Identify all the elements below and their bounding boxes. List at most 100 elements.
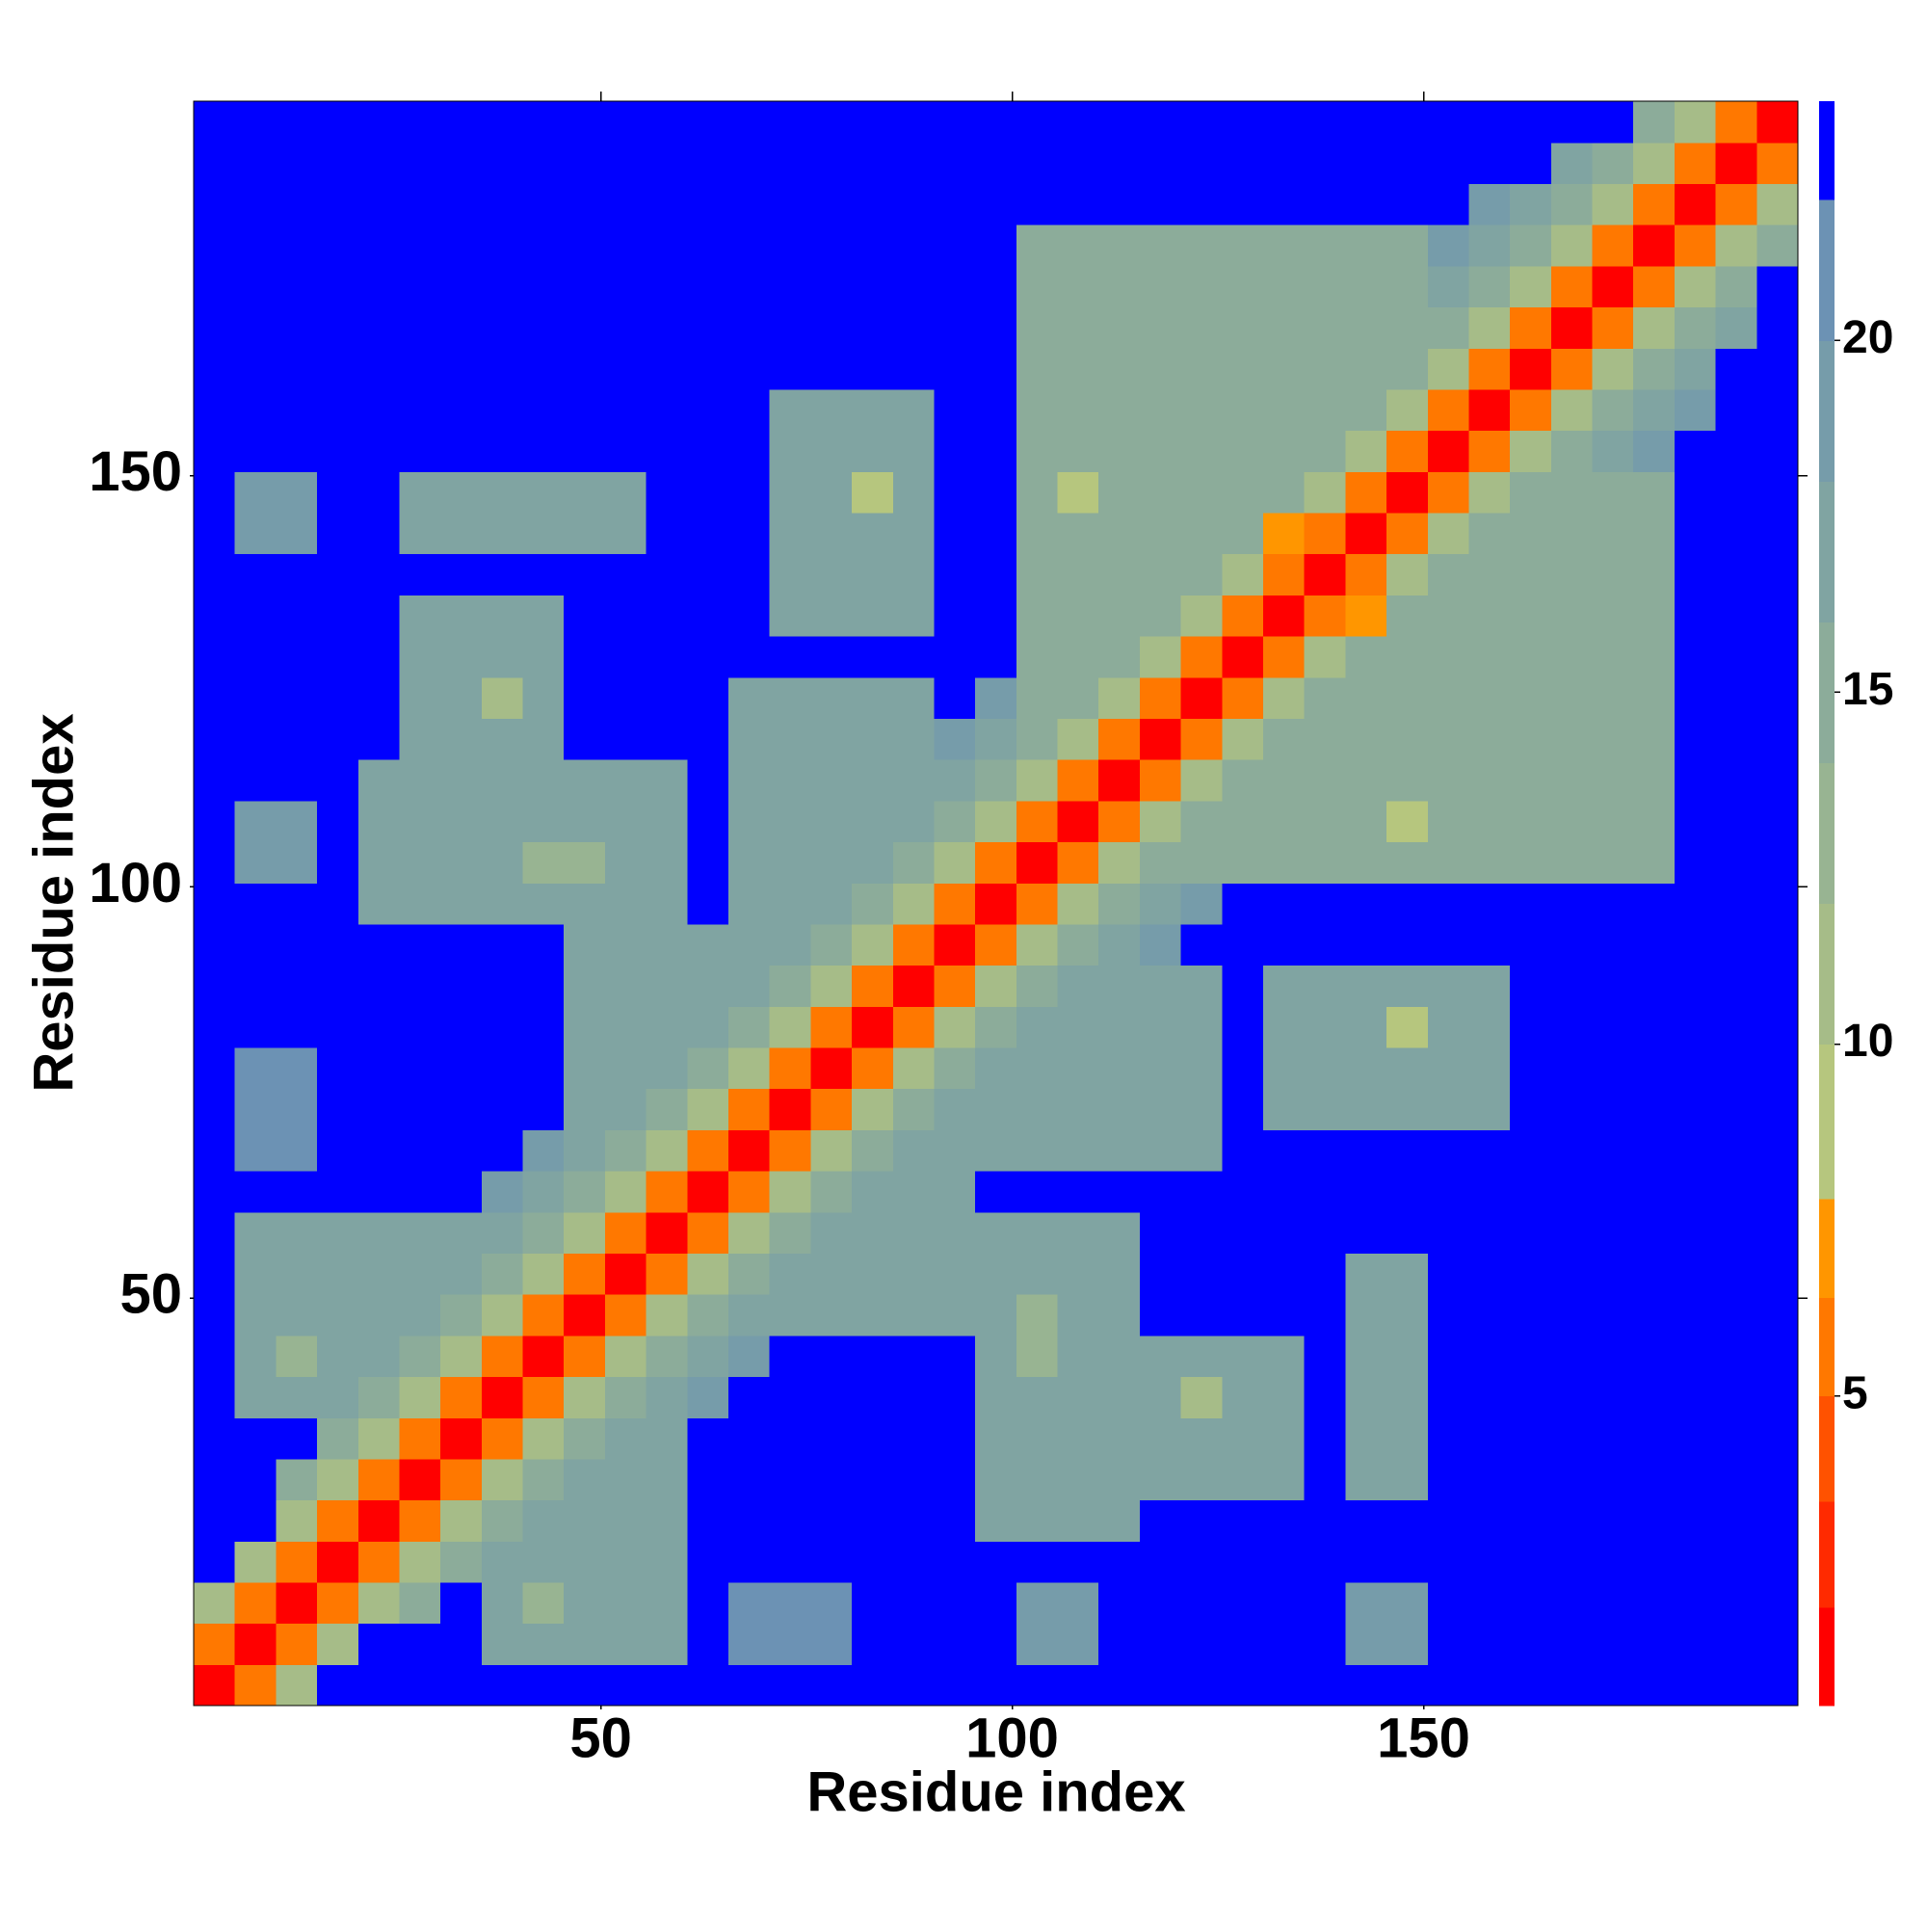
heatmap-cell bbox=[194, 225, 236, 267]
heatmap-cell bbox=[564, 718, 606, 760]
heatmap-cell bbox=[1674, 965, 1717, 1007]
heatmap-cell bbox=[1592, 1171, 1634, 1213]
heatmap-cell bbox=[1510, 636, 1552, 678]
heatmap-cell bbox=[687, 553, 729, 595]
heatmap-cell bbox=[1345, 101, 1387, 144]
heatmap-cell bbox=[1304, 1253, 1346, 1295]
heatmap-cell bbox=[1263, 348, 1306, 390]
heatmap-cell bbox=[194, 1335, 236, 1378]
heatmap-cell bbox=[604, 388, 647, 432]
heatmap-cell bbox=[892, 512, 936, 555]
heatmap-cell bbox=[1263, 759, 1306, 802]
heatmap-cell bbox=[522, 306, 565, 349]
heatmap-cell bbox=[194, 1623, 236, 1665]
heatmap-cell bbox=[646, 1171, 688, 1213]
heatmap-cell bbox=[1756, 183, 1799, 225]
heatmap-cell bbox=[810, 1335, 853, 1378]
heatmap-cell bbox=[852, 1006, 894, 1048]
heatmap-cell bbox=[234, 512, 277, 555]
heatmap-cell bbox=[564, 101, 606, 144]
heatmap-cell bbox=[1427, 1046, 1470, 1090]
heatmap-cell bbox=[687, 512, 729, 555]
heatmap-cell bbox=[1263, 1006, 1306, 1048]
heatmap-cell bbox=[769, 183, 811, 225]
heatmap-cell bbox=[646, 225, 688, 267]
heatmap-cell bbox=[1550, 142, 1594, 184]
heatmap-cell bbox=[522, 553, 565, 595]
heatmap-cell bbox=[687, 1417, 729, 1460]
heatmap-cell bbox=[1633, 965, 1676, 1007]
heatmap-cell bbox=[1386, 471, 1429, 514]
heatmap-cell bbox=[1386, 553, 1429, 595]
heatmap-cell bbox=[810, 1499, 853, 1542]
heatmap-cell bbox=[604, 471, 647, 514]
heatmap-cell bbox=[1016, 265, 1059, 308]
heatmap-cell bbox=[687, 348, 729, 390]
heatmap-cell bbox=[1715, 595, 1757, 637]
heatmap-cell bbox=[687, 923, 729, 966]
heatmap-cell bbox=[1016, 225, 1059, 267]
heatmap-cell bbox=[357, 676, 401, 719]
heatmap-cell bbox=[440, 471, 483, 514]
heatmap-cell bbox=[646, 883, 688, 925]
heatmap-cell bbox=[810, 1581, 853, 1625]
heatmap-cell bbox=[1180, 1294, 1223, 1337]
heatmap-cell bbox=[564, 1294, 606, 1337]
colorbar-tick-label: 5 bbox=[1842, 1367, 1868, 1418]
heatmap-cell bbox=[1222, 595, 1264, 637]
x-tick-label: 100 bbox=[965, 1707, 1059, 1769]
heatmap-cell bbox=[1592, 1211, 1634, 1254]
heatmap-cell bbox=[1386, 142, 1429, 184]
heatmap-cell bbox=[1057, 1006, 1099, 1048]
heatmap-cell bbox=[564, 388, 606, 432]
heatmap-cell bbox=[481, 1499, 524, 1542]
heatmap-cell bbox=[892, 1046, 936, 1090]
heatmap-cell bbox=[892, 1253, 936, 1295]
heatmap-cell bbox=[687, 1006, 729, 1048]
heatmap-cell bbox=[1304, 1458, 1346, 1501]
heatmap-cell bbox=[317, 759, 359, 802]
colorbar-tick-label: 10 bbox=[1842, 1016, 1893, 1067]
heatmap-cell bbox=[1592, 306, 1634, 349]
heatmap-cell bbox=[481, 1581, 524, 1625]
heatmap-cell bbox=[1180, 1088, 1223, 1130]
heatmap-cell bbox=[1633, 1664, 1676, 1707]
heatmap-cell bbox=[357, 1335, 401, 1378]
heatmap-cell bbox=[1222, 1006, 1264, 1048]
heatmap-cell bbox=[1715, 265, 1757, 308]
heatmap-cell bbox=[399, 1129, 441, 1172]
heatmap-cell bbox=[1386, 1253, 1429, 1295]
heatmap-cell bbox=[687, 1046, 729, 1090]
heatmap-cell bbox=[1674, 923, 1717, 966]
heatmap-cell bbox=[276, 265, 318, 308]
heatmap-cell bbox=[852, 1499, 894, 1542]
heatmap-cell bbox=[1468, 1129, 1511, 1172]
heatmap-cell bbox=[194, 1129, 236, 1172]
heatmap-cell bbox=[522, 1088, 565, 1130]
heatmap-cell bbox=[1386, 183, 1429, 225]
heatmap-cell bbox=[1180, 225, 1223, 267]
heatmap-cell bbox=[1057, 1046, 1099, 1090]
heatmap-cell bbox=[522, 183, 565, 225]
heatmap-cell bbox=[1427, 553, 1470, 595]
heatmap-cell bbox=[1674, 1211, 1717, 1254]
heatmap-cell bbox=[1304, 265, 1346, 308]
heatmap-cell bbox=[1550, 1417, 1594, 1460]
heatmap-cell bbox=[646, 759, 688, 802]
heatmap-cell bbox=[975, 1171, 1017, 1213]
heatmap-cell bbox=[1016, 800, 1059, 843]
heatmap-cell bbox=[1633, 718, 1676, 760]
heatmap-cell bbox=[1263, 636, 1306, 678]
heatmap-cell bbox=[276, 1541, 318, 1583]
heatmap-cell bbox=[1510, 183, 1552, 225]
heatmap-cell bbox=[564, 1499, 606, 1542]
heatmap-cell bbox=[769, 430, 811, 472]
heatmap-cell bbox=[810, 841, 853, 884]
heatmap-cell bbox=[1674, 1581, 1717, 1625]
heatmap-cell bbox=[934, 1294, 976, 1337]
y-tick-label: 100 bbox=[89, 852, 182, 914]
heatmap-cell bbox=[646, 1046, 688, 1090]
y-axis-label: Residue index bbox=[22, 713, 85, 1092]
heatmap-cell bbox=[1304, 841, 1346, 884]
heatmap-cell bbox=[975, 471, 1017, 514]
